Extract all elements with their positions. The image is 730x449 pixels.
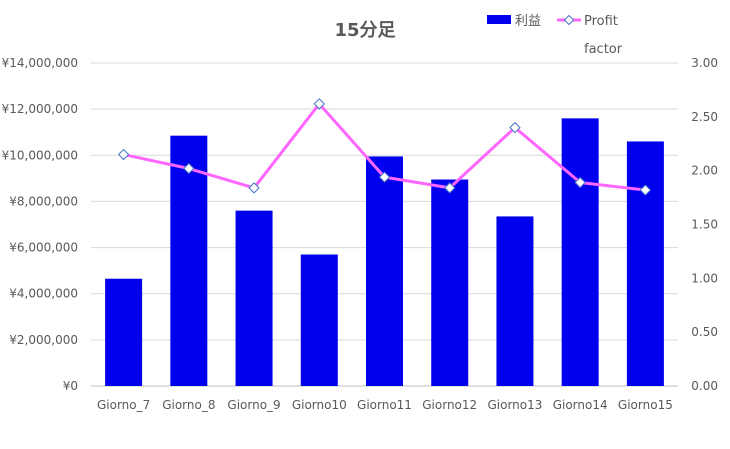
- left-tick-label: ¥8,000,000: [9, 194, 78, 208]
- right-tick-label: 3.00: [691, 56, 718, 70]
- x-tick-label: Giorno15: [618, 398, 673, 412]
- chart-title: 15分足: [334, 20, 395, 41]
- point-Giorno11: [378, 171, 391, 183]
- left-tick-label: ¥6,000,000: [9, 241, 78, 255]
- legend: 利益 Profit factor: [487, 14, 623, 57]
- left-tick-label: ¥2,000,000: [9, 333, 78, 347]
- point-Giorno12: [444, 182, 456, 194]
- bar-Giorno10: [300, 254, 338, 386]
- legend-label-line-1: Profit: [584, 14, 618, 29]
- point-Giorno_9: [248, 182, 260, 194]
- point-Giorno_7: [117, 148, 130, 161]
- bar-Giorno_9: [235, 210, 273, 386]
- point-Giorno10: [313, 98, 325, 110]
- right-tick-label: 1.00: [691, 271, 718, 285]
- x-tick-label: Giorno_9: [227, 398, 280, 412]
- right-tick-label: 0.50: [691, 325, 718, 339]
- left-tick-label: ¥12,000,000: [2, 102, 78, 116]
- point-Giorno15: [639, 184, 652, 196]
- line-series: [117, 98, 652, 196]
- left-tick-label: ¥10,000,000: [2, 148, 78, 162]
- legend-label-bar: 利益: [515, 14, 541, 29]
- right-tick-label: 2.00: [691, 164, 718, 178]
- right-tick-label: 0.00: [691, 379, 718, 393]
- legend-marker-diamond: [563, 14, 575, 26]
- left-axis: ¥0 ¥2,000,000 ¥4,000,000 ¥6,000,000 ¥8,000,0…: [2, 56, 78, 393]
- x-tick-label: Giorno_8: [162, 398, 215, 412]
- x-tick-label: Giorno10: [292, 398, 347, 412]
- left-tick-label: ¥4,000,000: [9, 287, 78, 301]
- bar-Giorno11: [366, 156, 403, 386]
- right-tick-label: 1.50: [691, 218, 718, 232]
- point-Giorno14: [574, 176, 586, 189]
- x-axis: Giorno_7 Giorno_8 Giorno_9 Giorno10 Giorno11…: [97, 398, 673, 412]
- x-tick-label: Giorno11: [357, 398, 412, 412]
- bar-Giorno_7: [105, 278, 143, 386]
- x-tick-label: Giorno14: [553, 398, 608, 412]
- point-Giorno13: [509, 121, 521, 134]
- legend-label-line-2: factor: [584, 42, 623, 57]
- bar-Giorno_8: [170, 135, 208, 386]
- x-tick-label: Giorno_7: [97, 398, 150, 412]
- x-tick-label: Giorno13: [487, 398, 542, 412]
- legend-swatch-bar: [487, 15, 511, 24]
- bar-Giorno15: [626, 141, 664, 386]
- right-tick-label: 2.50: [691, 110, 718, 124]
- point-Giorno_8: [183, 162, 195, 175]
- bar-Giorno12: [431, 179, 469, 386]
- bar-Giorno14: [561, 118, 599, 386]
- bar-series: [105, 118, 664, 386]
- left-tick-label: ¥0: [63, 379, 78, 393]
- bar-Giorno13: [496, 216, 534, 386]
- left-tick-label: ¥14,000,000: [2, 56, 78, 70]
- right-axis: 0.00 0.50 1.00 1.50 2.00 2.50 3.00: [691, 56, 718, 393]
- x-tick-label: Giorno12: [422, 398, 477, 412]
